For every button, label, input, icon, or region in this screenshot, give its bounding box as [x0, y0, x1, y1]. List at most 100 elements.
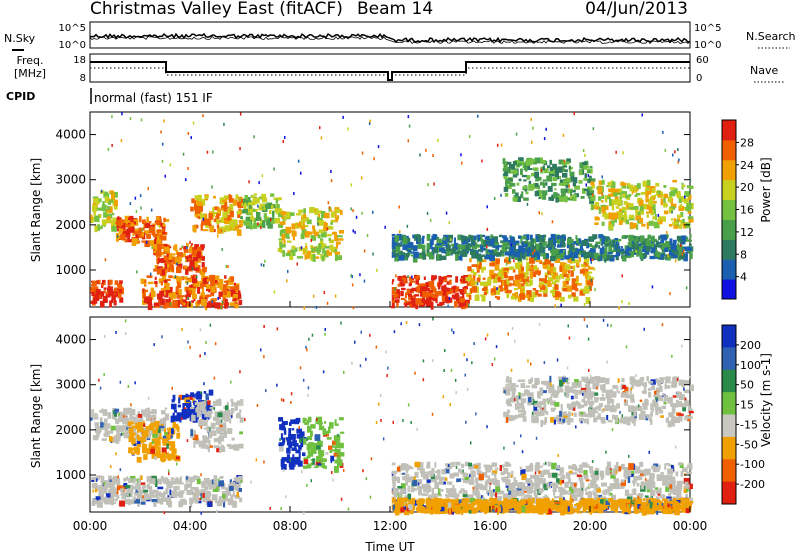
heatmap-cell	[392, 471, 397, 474]
nsky-label: N.Sky	[4, 32, 36, 45]
heatmap-cell	[563, 250, 565, 253]
nave-tick-top: 60	[696, 55, 709, 66]
heatmap-cell	[664, 395, 668, 401]
heatmap-cell	[550, 160, 552, 165]
heatmap-cell	[639, 462, 643, 467]
heatmap-cell	[202, 114, 204, 117]
heatmap-cell	[176, 262, 178, 265]
heatmap-cell	[467, 266, 471, 271]
heatmap-cell	[397, 486, 402, 488]
heatmap-cell	[664, 194, 668, 198]
heatmap-cell	[460, 279, 463, 281]
heatmap-cell	[153, 246, 156, 249]
heatmap-cell	[224, 281, 229, 283]
heatmap-cell	[409, 283, 411, 287]
heatmap-cell	[584, 475, 589, 480]
heatmap-cell	[284, 430, 287, 435]
heatmap-cell	[487, 205, 489, 208]
heatmap-cell	[143, 454, 147, 460]
heatmap-cell	[125, 485, 130, 488]
heatmap-cell	[149, 431, 152, 436]
heatmap-cell	[437, 254, 439, 260]
heatmap-cell	[521, 191, 523, 198]
heatmap-cell	[594, 488, 596, 490]
heatmap-cell	[327, 227, 329, 230]
heatmap-cell	[503, 468, 508, 474]
heatmap-cell	[178, 398, 180, 404]
heatmap-cell	[658, 191, 661, 195]
heatmap-cell	[569, 185, 571, 188]
heatmap-cell	[190, 207, 194, 212]
heatmap-cell	[175, 257, 178, 264]
heatmap-cell	[526, 262, 529, 268]
heatmap-cell	[580, 269, 585, 273]
heatmap-cell	[628, 302, 630, 305]
heatmap-cell	[214, 438, 220, 442]
heatmap-cell	[662, 131, 664, 134]
heatmap-cell	[519, 284, 522, 289]
heatmap-cell	[436, 243, 440, 245]
heatmap-cell	[141, 279, 144, 282]
heatmap-cell	[646, 191, 651, 195]
heatmap-cell	[558, 256, 563, 259]
heatmap-cell	[367, 234, 369, 237]
heatmap-cell	[499, 269, 503, 276]
heatmap-cell	[514, 172, 516, 175]
heatmap-cell	[494, 197, 496, 200]
heatmap-cell	[103, 212, 107, 218]
heatmap-cell	[434, 482, 439, 489]
heatmap-cell	[615, 151, 617, 154]
heatmap-cell	[298, 160, 300, 163]
heatmap-cell	[212, 300, 214, 303]
heatmap-cell	[562, 480, 565, 483]
heatmap-cell	[308, 417, 312, 423]
heatmap-cell	[479, 474, 484, 480]
heatmap-cell	[534, 254, 536, 257]
heatmap-cell	[445, 242, 447, 248]
heatmap-cell	[584, 154, 586, 157]
heatmap-cell	[154, 303, 160, 307]
heatmap-cell	[533, 167, 538, 171]
heatmap-cell	[554, 496, 560, 499]
heatmap-cell	[514, 252, 520, 257]
heatmap-cell	[111, 199, 113, 203]
heatmap-cell	[528, 490, 533, 492]
heatmap-cell	[680, 204, 683, 208]
heatmap-cell	[191, 300, 194, 303]
heatmap-cell	[297, 224, 300, 227]
heatmap-cell	[322, 458, 327, 461]
heatmap-cell	[658, 236, 660, 240]
heatmap-cell	[106, 220, 111, 223]
heatmap-cell	[336, 244, 338, 249]
heatmap-cell	[558, 377, 562, 380]
heatmap-cell	[570, 250, 572, 253]
heatmap-cell	[454, 238, 456, 244]
heatmap-cell	[470, 280, 473, 287]
heatmap-cell	[292, 454, 294, 460]
heatmap-cell	[658, 195, 662, 197]
heatmap-cell	[335, 252, 340, 255]
heatmap-cell	[669, 292, 671, 295]
heatmap-cell	[111, 426, 116, 431]
heatmap-cell	[141, 228, 143, 231]
heatmap-cell	[162, 160, 164, 163]
heatmap-cell	[616, 403, 620, 408]
heatmap-cell	[167, 456, 171, 459]
heatmap-cell	[570, 270, 574, 277]
heatmap-cell	[682, 185, 686, 188]
heatmap-cell	[310, 431, 313, 437]
heatmap-cell	[128, 409, 132, 413]
heatmap-cell	[384, 226, 386, 229]
heatmap-cell	[624, 467, 629, 473]
heatmap-cell	[136, 210, 138, 213]
heatmap-cell	[535, 158, 541, 164]
heatmap-cell	[518, 163, 522, 166]
heatmap-cell	[329, 238, 332, 241]
heatmap-cell	[212, 207, 214, 213]
heatmap-cell	[148, 187, 150, 190]
heatmap-cell	[645, 495, 649, 497]
beam-label: Beam 14	[357, 0, 433, 19]
heatmap-cell	[187, 297, 189, 300]
cpid-value: normal (fast) 151 IF	[94, 91, 213, 105]
